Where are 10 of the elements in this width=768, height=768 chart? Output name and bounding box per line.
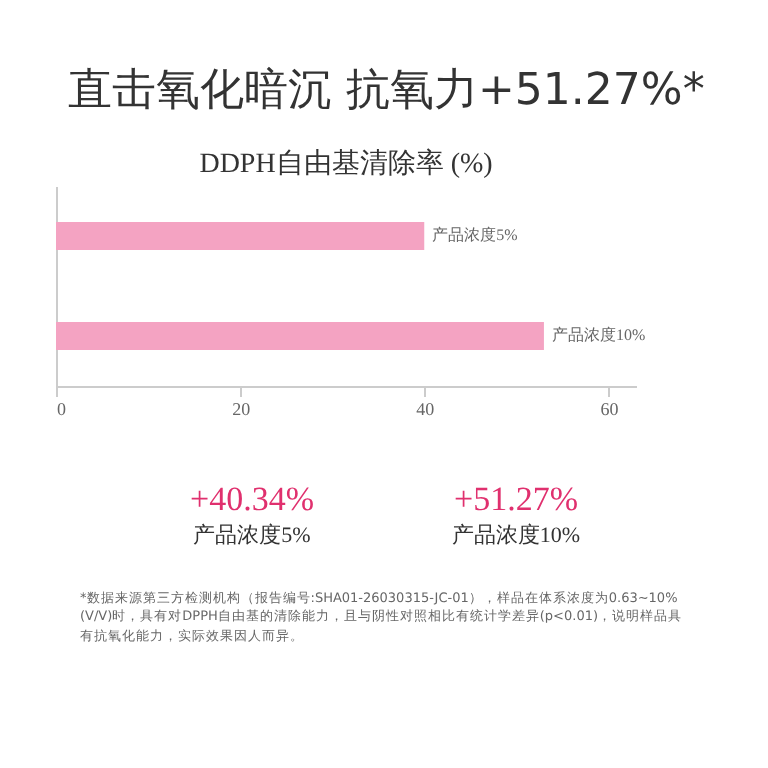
text: 产品浓度5% [191, 521, 313, 550]
chart-subtitle: DDPH自由基清除率 (%) [199, 148, 494, 180]
x-tick-label: 20 [232, 399, 252, 419]
text: +40.34% [188, 480, 316, 520]
text: +51.27% [452, 480, 580, 520]
x-tick-label: 0 [57, 399, 67, 419]
chart-title: 直击氧化暗沉 抗氧力+51.27%* [66, 64, 707, 120]
x-tick-label: 60 [600, 399, 620, 419]
text: 产品浓度10% [449, 521, 583, 550]
x-tick-label: 40 [416, 399, 436, 419]
